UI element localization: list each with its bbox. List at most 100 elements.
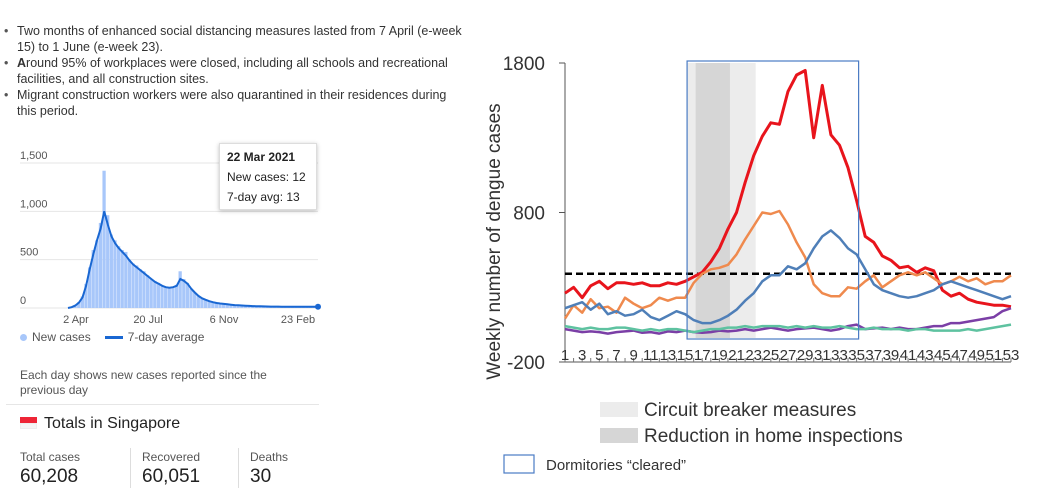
new-cases-bar (232, 305, 237, 308)
latest-point (315, 303, 321, 310)
x-tick-label: 9 (629, 347, 637, 364)
new-cases-bar (222, 303, 226, 308)
new-cases-bar (109, 234, 113, 308)
x-tick-label: 49 (968, 347, 985, 364)
x-tick-label: 27 (780, 347, 797, 364)
new-cases-bar (91, 250, 95, 308)
x-tick-label: 15 (677, 347, 694, 364)
x-tick-label: 17 (694, 347, 711, 364)
x-tick-label: 23 (745, 347, 762, 364)
legend-light-swatch (600, 402, 638, 417)
totals-title: Totals in Singapore (20, 415, 180, 433)
new-cases-bar (243, 305, 248, 308)
x-tick-label: 51 (986, 347, 1003, 364)
x-tick-label: 20 Jul (133, 314, 162, 326)
legend-box-swatch (503, 454, 535, 474)
x-tick-label: 41 (900, 347, 917, 364)
green-series-line (564, 323, 1012, 334)
bullet-2: Around 95% of workplaces were closed, in… (4, 56, 464, 87)
new-cases-bar (247, 305, 251, 308)
bullet-3: Migrant construction workers were also q… (4, 88, 464, 119)
x-tick-label: 13 (660, 347, 677, 364)
new-cases-bar (200, 298, 204, 308)
avg-legend-icon (104, 336, 123, 340)
new-cases-bar (171, 286, 175, 308)
new-cases-bar (174, 284, 179, 308)
new-cases-bar (211, 302, 215, 308)
new-cases-bar (229, 304, 233, 308)
new-cases-bar (189, 288, 193, 308)
new-cases-bar (160, 285, 164, 308)
avg-line (67, 211, 318, 309)
stat-value: 60,051 (142, 466, 201, 487)
new-cases-bar (127, 259, 132, 308)
x-tick-label: 37 (865, 347, 882, 364)
bullet-list: Two months of enhanced social distancing… (4, 24, 464, 120)
x-tick-label: 53 (1003, 347, 1020, 364)
stat-label: Deaths (250, 450, 289, 464)
stat-label: Total cases (20, 450, 81, 464)
tooltip-avg: 7-day avg: 13 (227, 190, 300, 204)
new-cases-bar (193, 292, 197, 308)
y-tick-label: 1800 (503, 54, 545, 75)
x-tick-label: 35 (848, 347, 865, 364)
new-cases-bar (182, 279, 186, 308)
stat-recovered: Recovered 60,051 (142, 450, 200, 488)
x-tick-label: 45 (934, 347, 951, 364)
new-cases-bar (218, 303, 222, 308)
x-tick-label: 6 Nov (210, 314, 239, 326)
red-series-line (564, 69, 1012, 309)
x-tick-label: 19 (711, 347, 728, 364)
legend-dormitories-label: Dormitories “cleared” (546, 457, 686, 474)
x-tick-label: 3 (578, 347, 586, 364)
stat-deaths: Deaths 30 (250, 450, 288, 488)
new-cases-bar (240, 305, 244, 308)
legend-home-inspection-label: Reduction in home inspections (644, 426, 903, 447)
dormitories-box (686, 60, 860, 340)
y-tick-label: 1,500 (20, 150, 48, 162)
singapore-flag-icon (20, 417, 37, 429)
divider (6, 404, 319, 405)
new-cases-bar (131, 263, 135, 308)
new-cases-bar (84, 283, 88, 308)
blue-series-line (564, 229, 1012, 325)
new-cases-bar (164, 286, 168, 308)
new-cases-bar (149, 279, 153, 308)
new-cases-bar (142, 271, 146, 308)
new-cases-legend-icon (20, 334, 27, 342)
x-tick-label: 7 (612, 347, 620, 364)
x-tick-label: 43 (917, 347, 934, 364)
x-tick-label: 25 (763, 347, 780, 364)
x-tick-label: 21 (728, 347, 745, 364)
new-cases-bar (225, 304, 229, 308)
home-inspection-shade (695, 63, 730, 338)
x-tick-label: 1 (561, 347, 569, 364)
bullet-1: Two months of enhanced social distancing… (4, 24, 464, 55)
new-cases-bar (203, 299, 208, 308)
new-cases-bar (207, 301, 211, 308)
stat-value: 60,208 (20, 466, 79, 487)
new-cases-bar (167, 287, 171, 308)
new-cases-bar (102, 170, 106, 308)
x-tick-label: 2 Apr (63, 314, 89, 326)
new-cases-bar (156, 282, 161, 308)
new-cases-bar (98, 222, 103, 308)
y-tick-label: -200 (507, 353, 545, 374)
y-tick-label: 0 (20, 295, 26, 307)
new-cases-bar (77, 302, 81, 308)
new-cases-bar (113, 240, 117, 308)
new-cases-bar (120, 250, 124, 308)
new-cases-bar (185, 282, 190, 308)
new-cases-bar (138, 269, 142, 308)
cases-mini-chart[interactable]: 1,500 1,000 500 0 2 Apr 20 Jul 6 Nov 23 Feb (0, 140, 330, 330)
y-tick-label: 800 (513, 204, 545, 225)
x-tick-label: 5 (595, 347, 603, 364)
new-cases-bar (196, 296, 200, 308)
mini-legend: New cases 7-day average (20, 330, 204, 344)
orange-series-line (563, 209, 1012, 320)
new-cases-bar (116, 246, 121, 308)
new-cases-bar (95, 240, 99, 308)
stat-total-cases: Total cases 60,208 (20, 450, 80, 488)
new-cases-bar (87, 267, 92, 308)
